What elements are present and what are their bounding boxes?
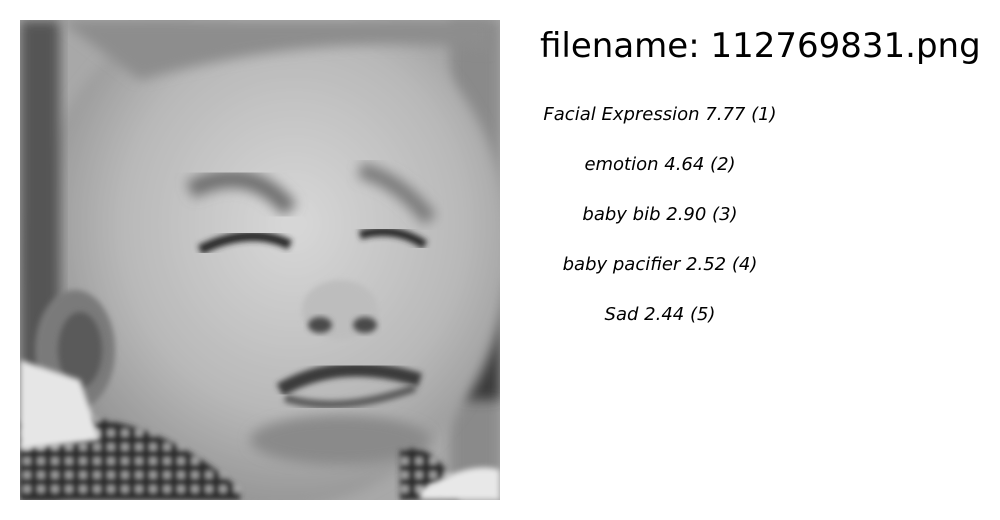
filename-heading: filename: 112769831.png bbox=[540, 26, 981, 66]
label-item: baby pacifier 2.52 (4) bbox=[562, 254, 758, 275]
label-list: Facial Expression 7.77 (1) emotion 4.64 … bbox=[540, 100, 780, 350]
label-item: Facial Expression 7.77 (1) bbox=[543, 104, 777, 125]
label-item: baby bib 2.90 (3) bbox=[582, 204, 738, 225]
label-item: emotion 4.64 (2) bbox=[584, 154, 736, 175]
baby-face-illustration bbox=[20, 20, 500, 500]
baby-photo bbox=[20, 20, 500, 500]
label-item: Sad 2.44 (5) bbox=[604, 304, 716, 325]
